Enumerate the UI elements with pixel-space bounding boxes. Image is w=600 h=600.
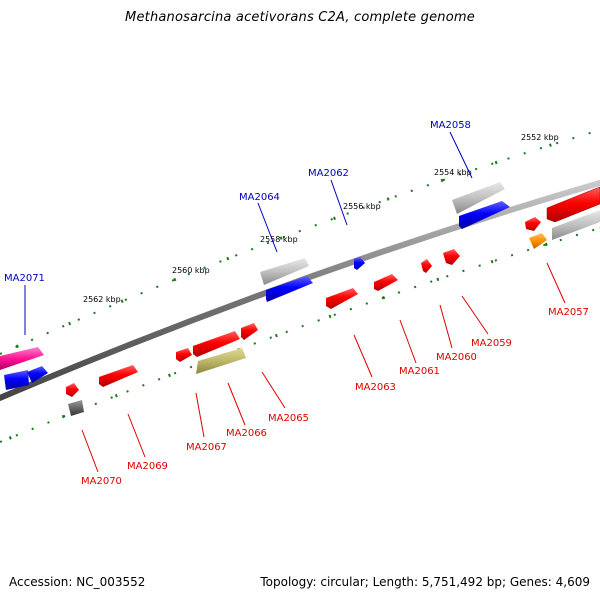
kbp-label: 2552 kbp <box>521 133 559 142</box>
gene-label-ma2065[interactable]: MA2065 <box>268 413 309 424</box>
gene-label-ma2067[interactable]: MA2067 <box>186 442 227 453</box>
gene-label-ma2062[interactable]: MA2062 <box>308 168 349 179</box>
accession-text: Accession: NC_003552 <box>9 575 146 589</box>
topology-text: Topology: circular; Length: 5,751,492 bp… <box>260 575 590 589</box>
gene-label-ma2060[interactable]: MA2060 <box>436 352 477 363</box>
forward-gene-labels: MA2058 MA2062 MA2064 MA2071 <box>4 120 471 284</box>
gene-label-ma2064[interactable]: MA2064 <box>239 192 280 203</box>
forward-leader-lines <box>24 131 473 335</box>
gene-label-ma2058[interactable]: MA2058 <box>430 120 471 131</box>
gene-label-ma2071[interactable]: MA2071 <box>4 273 45 284</box>
gene-label-ma2069[interactable]: MA2069 <box>127 461 168 472</box>
gene-label-ma2059[interactable]: MA2059 <box>471 338 512 349</box>
kbp-label: 2560 kbp <box>172 266 210 275</box>
kbp-label: 2558 kbp <box>260 235 298 244</box>
kbp-label: 2562 kbp <box>83 295 121 304</box>
gene-label-ma2070[interactable]: MA2070 <box>81 476 122 487</box>
gene-label-ma2063[interactable]: MA2063 <box>355 382 396 393</box>
forward-genes <box>0 182 600 390</box>
gene-label-ma2057[interactable]: MA2057 <box>548 307 589 318</box>
reverse-genes <box>66 249 460 416</box>
gene-label-ma2066[interactable]: MA2066 <box>226 428 267 439</box>
upper-tick-track <box>0 128 600 356</box>
kbp-label: 2554 kbp <box>434 168 472 177</box>
kbp-label: 2556 kbp <box>343 202 381 211</box>
genome-backbone <box>0 179 600 402</box>
reverse-leader-lines <box>81 262 566 473</box>
genome-title: Methanosarcina acetivorans C2A, complete… <box>125 10 475 25</box>
gene-label-ma2061[interactable]: MA2061 <box>399 366 440 377</box>
reverse-gene-labels: MA2057 MA2059 MA2060 MA2061 MA2063 MA206… <box>81 307 589 487</box>
